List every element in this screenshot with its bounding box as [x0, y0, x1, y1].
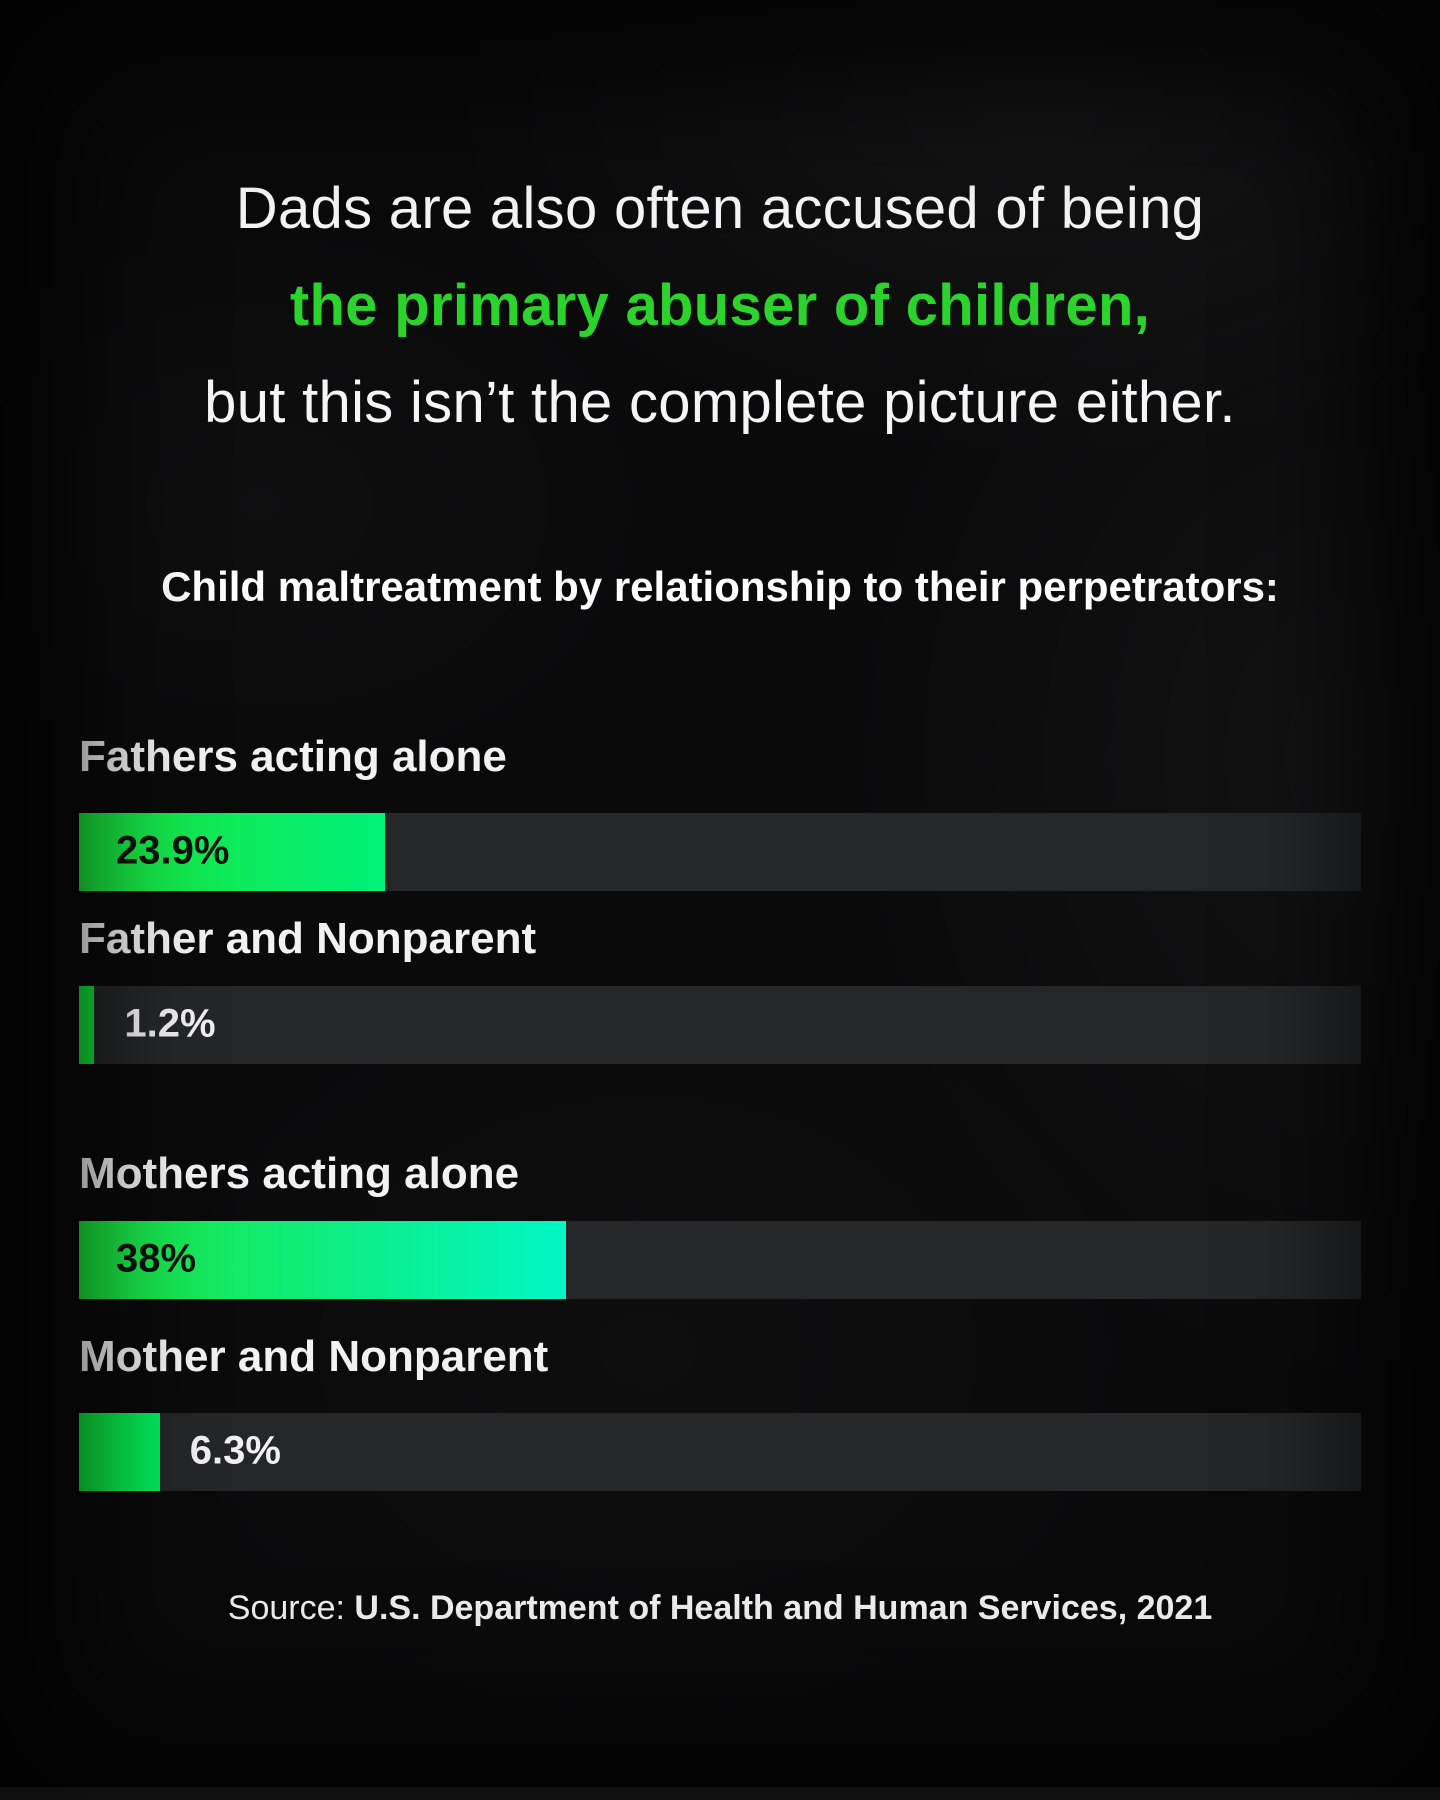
bar-track: 1.2% — [79, 986, 1361, 1064]
chart-title: Child maltreatment by relationship to th… — [161, 563, 1279, 610]
headline-line-1: Dads are also often accused of being — [235, 176, 1205, 241]
bar-track: 6.3% — [79, 1413, 1361, 1491]
bar-fill — [79, 986, 95, 1064]
bottom-edge-strip — [0, 1787, 1440, 1800]
bar-fill — [79, 1413, 160, 1491]
bar-fill — [79, 1221, 567, 1299]
headline-line-2: the primary abuser of children, — [289, 273, 1151, 338]
bar-value-label: 38% — [116, 1236, 197, 1281]
bar-value-label: 6.3% — [189, 1428, 281, 1473]
source-text: U.S. Department of Health and Human Serv… — [354, 1589, 1213, 1627]
source-prefix: Source: — [227, 1589, 355, 1627]
bar-row: Father and Nonparent 1.2% — [79, 916, 1361, 1064]
source-line: Source: U.S. Department of Health and Hu… — [0, 1588, 1440, 1628]
bar-track: 38% — [79, 1221, 1361, 1299]
bar-label: Fathers acting alone — [79, 732, 507, 781]
bar-row: Mother and Nonparent 6.3% — [79, 1334, 1361, 1491]
bar-row: Fathers acting alone 23.9% — [79, 734, 1361, 891]
bar-label: Mothers acting alone — [79, 1149, 520, 1198]
bar-row: Mothers acting alone 38% — [79, 1151, 1361, 1299]
bar-value-label: 1.2% — [124, 1001, 216, 1046]
bar-value-label: 23.9% — [116, 828, 230, 873]
bar-fill — [79, 813, 386, 891]
headline-line-3: but this isn’t the complete picture eith… — [204, 370, 1236, 435]
bar-track: 23.9% — [79, 813, 1361, 891]
headline: Dads are also often accused of being the… — [0, 160, 1440, 451]
bar-label: Father and Nonparent — [79, 914, 537, 963]
bar-chart: Fathers acting alone 23.9% Father and Nonp… — [79, 0, 1361, 1550]
bar-label: Mother and Nonparent — [79, 1332, 549, 1381]
